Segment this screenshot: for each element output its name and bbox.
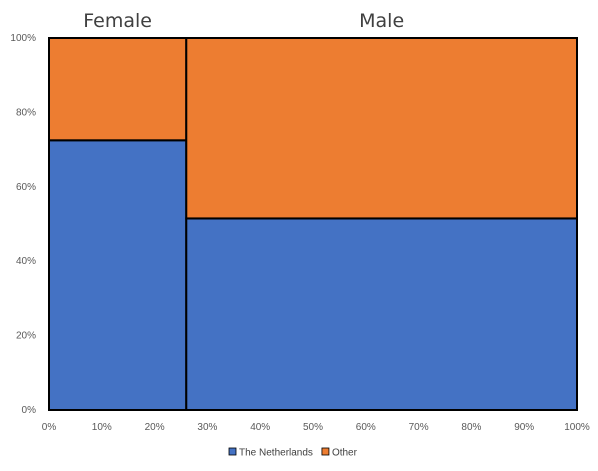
x-tick-label: 60% [356, 422, 376, 433]
x-tick-label: 40% [250, 422, 270, 433]
bar-male-the-netherlands [185, 217, 578, 411]
bar-group [48, 37, 578, 412]
y-tick-label: 40% [16, 256, 36, 267]
x-tick-label: 100% [564, 422, 590, 433]
legend-label-other: Other [332, 448, 358, 459]
legend-swatch-the-netherlands [228, 447, 237, 456]
x-tick-label: 50% [303, 422, 323, 433]
y-tick-label: 0% [22, 405, 37, 416]
x-tick-label: 30% [197, 422, 217, 433]
x-tick-label: 10% [92, 422, 112, 433]
column-label-female: Female [83, 10, 152, 32]
column-label-male: Male [359, 10, 404, 32]
y-tick-label: 80% [16, 107, 36, 118]
legend-swatch-other [321, 447, 330, 456]
column-labels: Female Male [83, 10, 404, 32]
bar-female-the-netherlands [48, 139, 188, 412]
x-tick-label: 70% [409, 422, 429, 433]
x-axis-labels: 0% 10% 20% 30% 40% 50% 60% 70% 80% 90% 100% [42, 422, 590, 433]
x-tick-label: 0% [42, 422, 57, 433]
y-tick-label: 60% [16, 182, 36, 193]
legend: The Netherlands Other [228, 447, 358, 459]
x-tick-label: 20% [145, 422, 165, 433]
y-tick-label: 100% [10, 33, 36, 44]
x-tick-label: 90% [514, 422, 534, 433]
bar-female-other [48, 37, 188, 142]
bar-male-other [185, 37, 578, 220]
y-axis-labels: 0% 20% 40% 60% 80% 100% [10, 33, 36, 416]
x-tick-label: 80% [461, 422, 481, 433]
y-tick-label: 20% [16, 331, 36, 342]
legend-label-the-netherlands: The Netherlands [239, 448, 313, 459]
